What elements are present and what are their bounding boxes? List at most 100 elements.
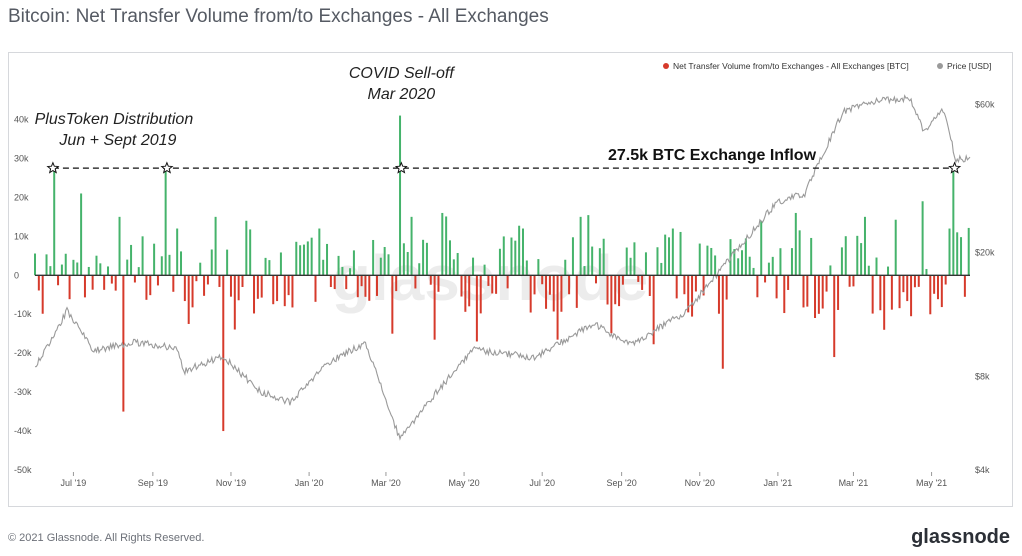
y-left-tick-label: 40k [14, 114, 29, 124]
outflow-bar [479, 275, 482, 314]
outflow-bar [702, 275, 705, 296]
inflow-bar [737, 258, 740, 276]
inflow-bar [268, 260, 271, 276]
legend-price-label[interactable]: Price [USD] [947, 61, 991, 71]
reference-line-label: 27.5k BTC Exchange Inflow [608, 147, 817, 164]
outflow-bar [156, 275, 159, 286]
inflow-bar [180, 251, 183, 276]
outflow-bar [929, 275, 932, 315]
inflow-bar [472, 257, 475, 276]
inflow-bar [790, 248, 793, 276]
y-right-tick-label: $60k [975, 99, 995, 109]
inflow-bar [625, 247, 628, 276]
star-marker-icon [394, 161, 408, 174]
inflow-bar [410, 216, 413, 276]
inflow-bar [456, 253, 459, 276]
outflow-bar [775, 275, 778, 299]
outflow-bar [172, 275, 175, 292]
inflow-bar [87, 266, 90, 276]
inflow-bar [118, 216, 121, 276]
inflow-bar [591, 246, 594, 276]
outflow-bar [57, 275, 60, 286]
outflow-bar [940, 275, 943, 308]
outflow-bar [433, 275, 436, 340]
inflow-bar [744, 238, 747, 276]
x-axis: Jul '19 Sep '19 Nov '19 Jan '20 Mar '20 May '… [61, 472, 947, 488]
x-tick-label: Jan '21 [764, 478, 793, 488]
inflow-bar [249, 229, 252, 276]
inflow-bar [137, 267, 140, 276]
outflow-bar [460, 275, 463, 297]
price-line [34, 94, 971, 441]
outflow-bar [287, 275, 290, 296]
inflow-bar [525, 260, 528, 276]
inflow-bar [64, 253, 67, 276]
inflow-bar [518, 225, 521, 276]
inflow-bar [741, 250, 744, 276]
chart-frame [8, 52, 1013, 507]
outflow-bar [552, 275, 555, 312]
inflow-bar [760, 220, 763, 276]
outflow-bar [917, 275, 920, 287]
glassnode-logo[interactable]: glassnode [911, 526, 1010, 548]
outflow-bar [391, 275, 394, 334]
inflow-bar [107, 266, 110, 276]
outflow-bar [694, 275, 697, 292]
inflow-bar [679, 231, 682, 276]
outflow-bar [110, 275, 113, 284]
outflow-bar [879, 275, 882, 311]
inflow-bar [164, 166, 167, 276]
inflow-bar [399, 115, 402, 276]
outflow-bar [103, 275, 106, 290]
outflow-bar [260, 275, 263, 298]
inflow-bar [537, 259, 540, 276]
copyright: © 2021 Glassnode. All Rights Reserved. [8, 532, 205, 544]
inflow-bar [337, 255, 340, 276]
inflow-bar [583, 266, 586, 276]
outflow-bar [837, 275, 840, 310]
outflow-bar [283, 275, 286, 307]
outflow-bar [806, 275, 809, 307]
outflow-bar [890, 275, 893, 310]
inflow-bar [322, 259, 325, 276]
inflow-bar [76, 262, 79, 276]
inflow-bar [598, 248, 601, 276]
inflow-bar [779, 248, 782, 276]
outflow-bar [641, 275, 644, 290]
outflow-bar [852, 275, 855, 287]
outflow-bar [229, 275, 232, 297]
legend-net-flow-label[interactable]: Net Transfer Volume from/to Exchanges - … [673, 61, 909, 71]
inflow-bar [306, 241, 309, 276]
outflow-bar [610, 275, 613, 334]
inflow-bar [579, 216, 582, 276]
outflow-bar [91, 275, 94, 290]
outflow-bar [910, 275, 913, 317]
x-tick-label: Mar '20 [371, 478, 401, 488]
outflow-bar [871, 275, 874, 314]
inflow-bar [126, 259, 129, 276]
inflow-bar [887, 266, 890, 276]
inflow-bar [860, 243, 863, 276]
outflow-bar [913, 275, 916, 288]
y-right-tick-label: $20k [975, 248, 995, 258]
y-left-tick-label: -50k [14, 465, 32, 475]
star-marker-icon [948, 161, 962, 174]
legend[interactable]: Net Transfer Volume from/to Exchanges - … [663, 61, 991, 71]
inflow-bar [349, 268, 352, 276]
outflow-bar [529, 275, 532, 313]
inflow-bar [141, 236, 144, 276]
inflow-bar [564, 259, 567, 276]
inflow-bar [748, 256, 751, 276]
inflow-bar [49, 266, 52, 276]
y-right-tick-label: $8k [975, 371, 990, 381]
outflow-bar [83, 275, 86, 298]
inflow-bar [418, 263, 421, 276]
inflow-bar [629, 257, 632, 276]
y-right-tick-label: $4k [975, 465, 990, 475]
outflow-bar [533, 275, 536, 295]
outflow-bar [637, 275, 640, 282]
y-left-tick-label: -10k [14, 309, 32, 319]
outflow-bar [545, 275, 548, 309]
outflow-bar [122, 275, 125, 412]
inflow-bar [733, 249, 736, 276]
